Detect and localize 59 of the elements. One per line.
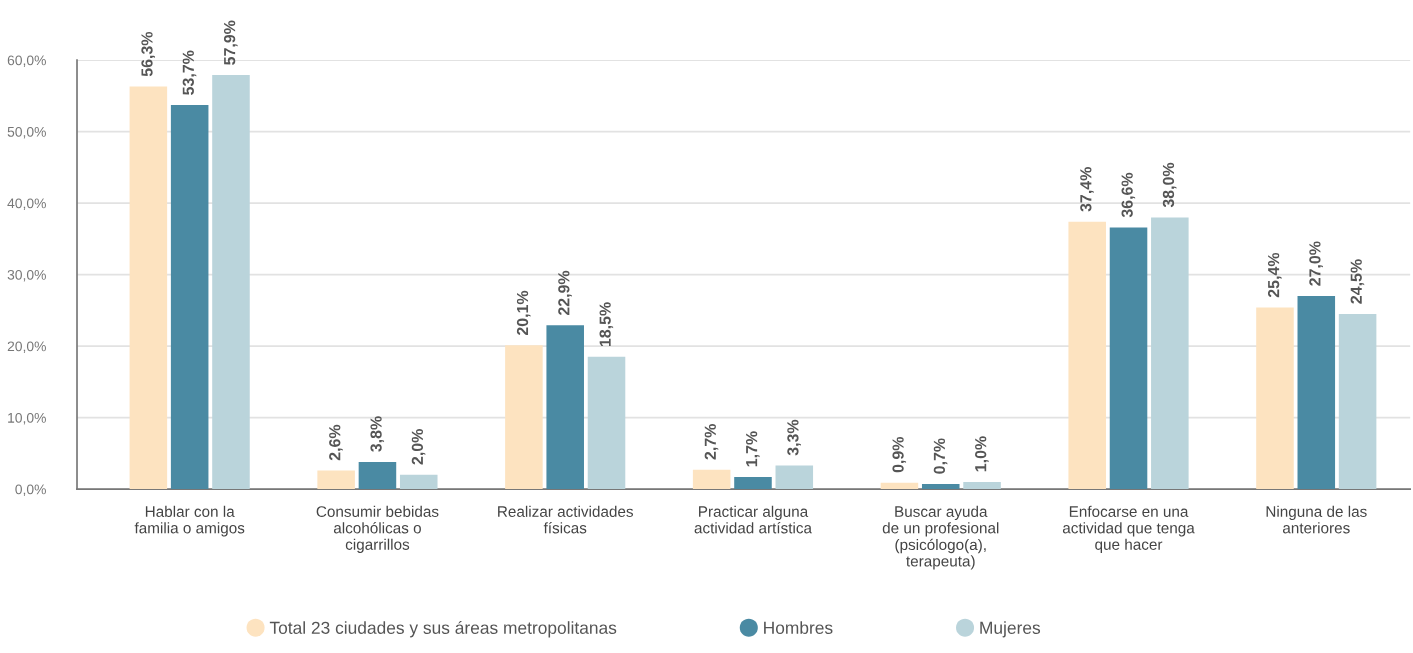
data-label: 57,9% <box>223 20 238 65</box>
y-tick-label: 50,0% <box>7 126 46 139</box>
data-label: 56,3% <box>141 31 155 77</box>
x-tick-label: Practicar alguna actividad artística <box>694 505 812 534</box>
bar <box>921 484 960 490</box>
data-label: 36,6% <box>1121 172 1136 218</box>
data-label: 25,4% <box>1267 252 1282 298</box>
bar <box>317 470 355 490</box>
bar <box>775 465 814 490</box>
x-tick-label: Realizar actividades físicas <box>498 505 634 534</box>
data-label: 2,7% <box>704 424 719 460</box>
data-label: 3,3% <box>787 419 801 456</box>
y-tick-label: 20,0% <box>7 341 46 353</box>
bar <box>546 325 584 490</box>
y-tick-label: 40,0% <box>7 198 46 210</box>
data-label: 1,7% <box>746 431 760 467</box>
data-label: 2,6% <box>329 424 343 461</box>
bar <box>1338 313 1377 490</box>
x-tick-label: Buscar ayuda de un profesional (psicólogo(a), terapeuta) <box>882 505 999 570</box>
bar <box>734 476 772 490</box>
data-label: 53,7% <box>182 50 197 95</box>
bar <box>1256 307 1294 490</box>
data-label: 27,0% <box>1309 241 1323 286</box>
bar <box>587 356 626 490</box>
bar <box>1109 227 1148 490</box>
data-label: 0,9% <box>892 436 907 473</box>
x-tick-label: Consumir bebidas alcohólicas o cigarrillos <box>316 505 439 553</box>
data-label: 24,5% <box>1350 259 1365 304</box>
bar <box>880 482 919 490</box>
bar <box>963 481 1001 490</box>
y-tick-label: 30,0% <box>7 269 46 282</box>
data-label: 38,0% <box>1162 162 1177 208</box>
bar <box>1151 217 1189 490</box>
data-label: 2,0% <box>411 429 426 465</box>
bar <box>1068 221 1106 490</box>
x-tick-label: Enfocarse en una actividad que tenga que hacer <box>1062 505 1195 553</box>
data-label: 20,1% <box>516 290 531 336</box>
data-label: 22,9% <box>558 270 572 316</box>
bar <box>129 86 168 490</box>
legend-label: Hombres <box>764 621 833 634</box>
data-label: 18,5% <box>599 302 614 347</box>
bar <box>505 345 543 490</box>
y-tick-label: 0,0% <box>15 484 46 496</box>
data-label: 37,4% <box>1080 167 1094 212</box>
data-label: 0,7% <box>933 438 948 474</box>
bar <box>1297 296 1336 490</box>
bar <box>399 474 438 490</box>
data-label: 1,0% <box>975 436 989 472</box>
x-tick-label: Ninguna de las anteriores <box>1266 505 1367 534</box>
x-tick-label: Hablar con la familia o amigos <box>134 505 245 537</box>
bar <box>212 75 250 490</box>
bar <box>170 105 209 490</box>
bar <box>692 469 731 490</box>
bar <box>358 461 397 490</box>
y-tick-label: 10,0% <box>8 412 46 425</box>
legend-label: Mujeres <box>980 621 1041 638</box>
data-label: 3,8% <box>370 416 385 452</box>
y-tick-label: 60,0% <box>7 55 46 67</box>
legend-label: Total 23 ciudades y sus áreas metropolitanas <box>269 620 617 638</box>
